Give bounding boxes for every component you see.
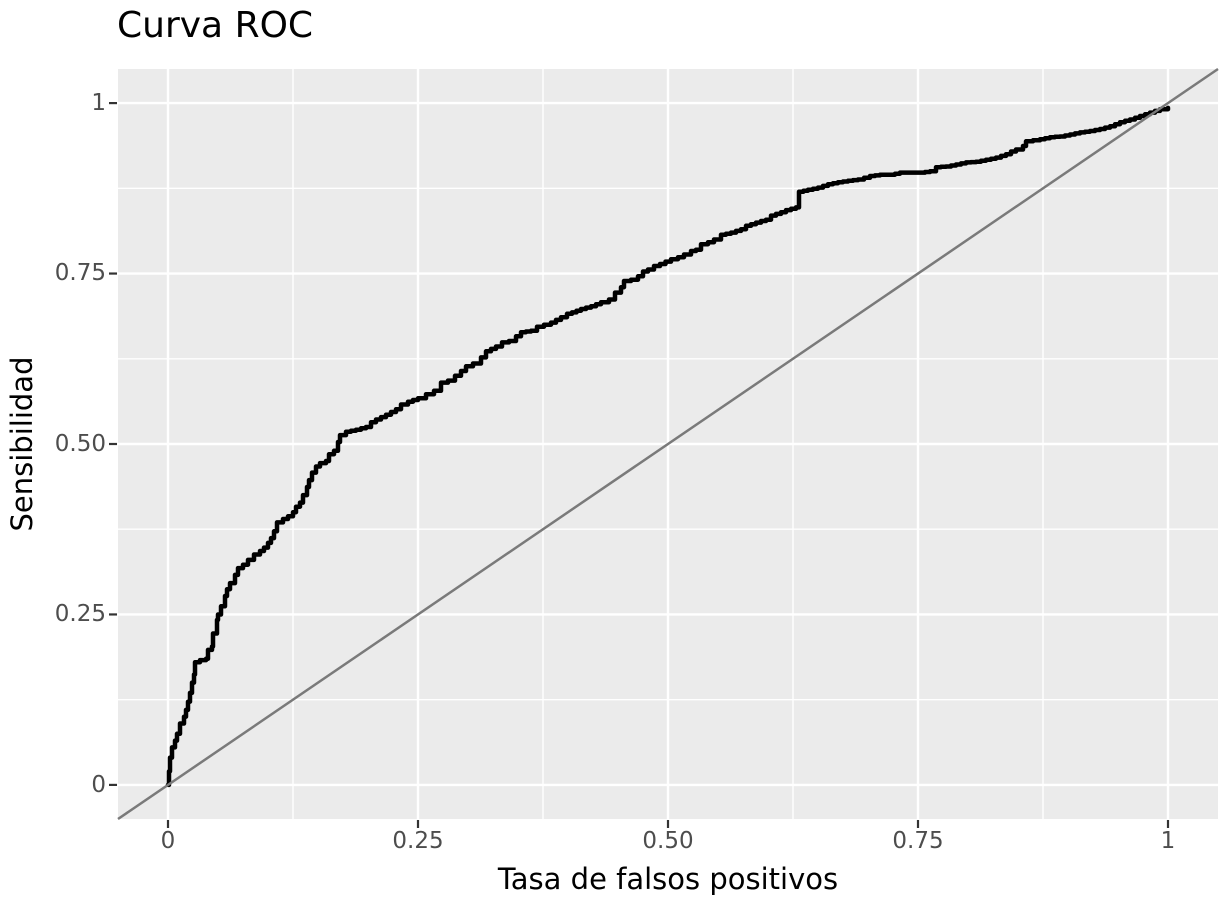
roc-curve [165,105,1171,788]
x-tick-label-0: 0 [160,828,176,854]
x-tick-label-1: 1 [1160,828,1176,854]
y-tick-label-050: 0.50 [54,431,106,457]
x-tick-label-025: 0.25 [392,828,444,854]
y-tick-label-1: 1 [91,90,106,116]
x-axis-title: Tasa de falsos positivos [497,862,839,896]
diagonal-reference-line [117,67,1219,821]
x-tick-label-050: 0.50 [642,828,694,854]
x-tick-label-075: 0.75 [892,828,944,854]
y-tick-label-075: 0.75 [54,260,106,286]
y-tick-label-025: 0.25 [54,601,106,627]
y-tick-label-0: 0 [91,772,106,798]
plot-title: Curva ROC [117,5,314,46]
